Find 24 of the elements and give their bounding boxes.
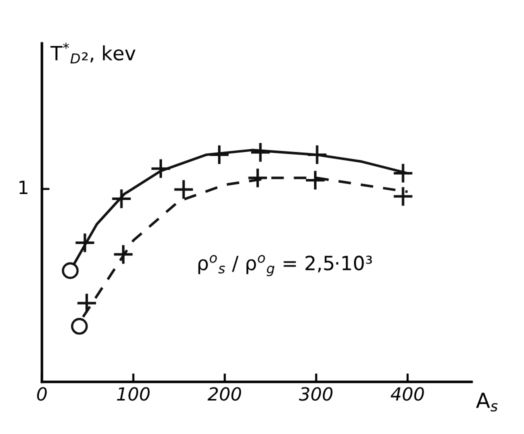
point (150, 158, 172, 180)
point (173, 178, 194, 200)
x-tick-label: 100 (116, 387, 150, 401)
point (112, 244, 134, 265)
x-tick-label: 300 (298, 387, 333, 401)
y-axis-title: T$^{*}$$_{D}$₂, kev (50, 42, 136, 64)
point (208, 144, 230, 166)
point (76, 292, 98, 314)
point (392, 162, 414, 184)
point (304, 170, 326, 191)
point (250, 142, 271, 163)
annotation: ρ$^{o}$$_{s}$ / ρ$^{o}$$_{g}$ = 2,5·10³ (198, 255, 372, 276)
point (71, 318, 88, 335)
x-tick-label: 0 (37, 387, 47, 401)
text: 1 (20, 180, 28, 194)
x-tick-label: 400 (390, 387, 424, 401)
x-axis-title: A$_{s}$ (476, 392, 498, 412)
point (62, 262, 79, 280)
point (247, 167, 268, 188)
x-tick-label: 200 (208, 387, 242, 401)
point (110, 188, 132, 210)
point (306, 144, 328, 166)
point (74, 232, 96, 254)
point (392, 186, 414, 207)
